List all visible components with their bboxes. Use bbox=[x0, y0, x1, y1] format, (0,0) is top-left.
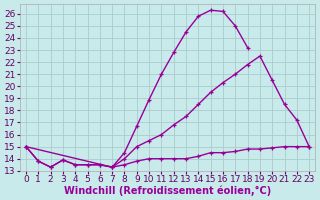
X-axis label: Windchill (Refroidissement éolien,°C): Windchill (Refroidissement éolien,°C) bbox=[64, 185, 271, 196]
